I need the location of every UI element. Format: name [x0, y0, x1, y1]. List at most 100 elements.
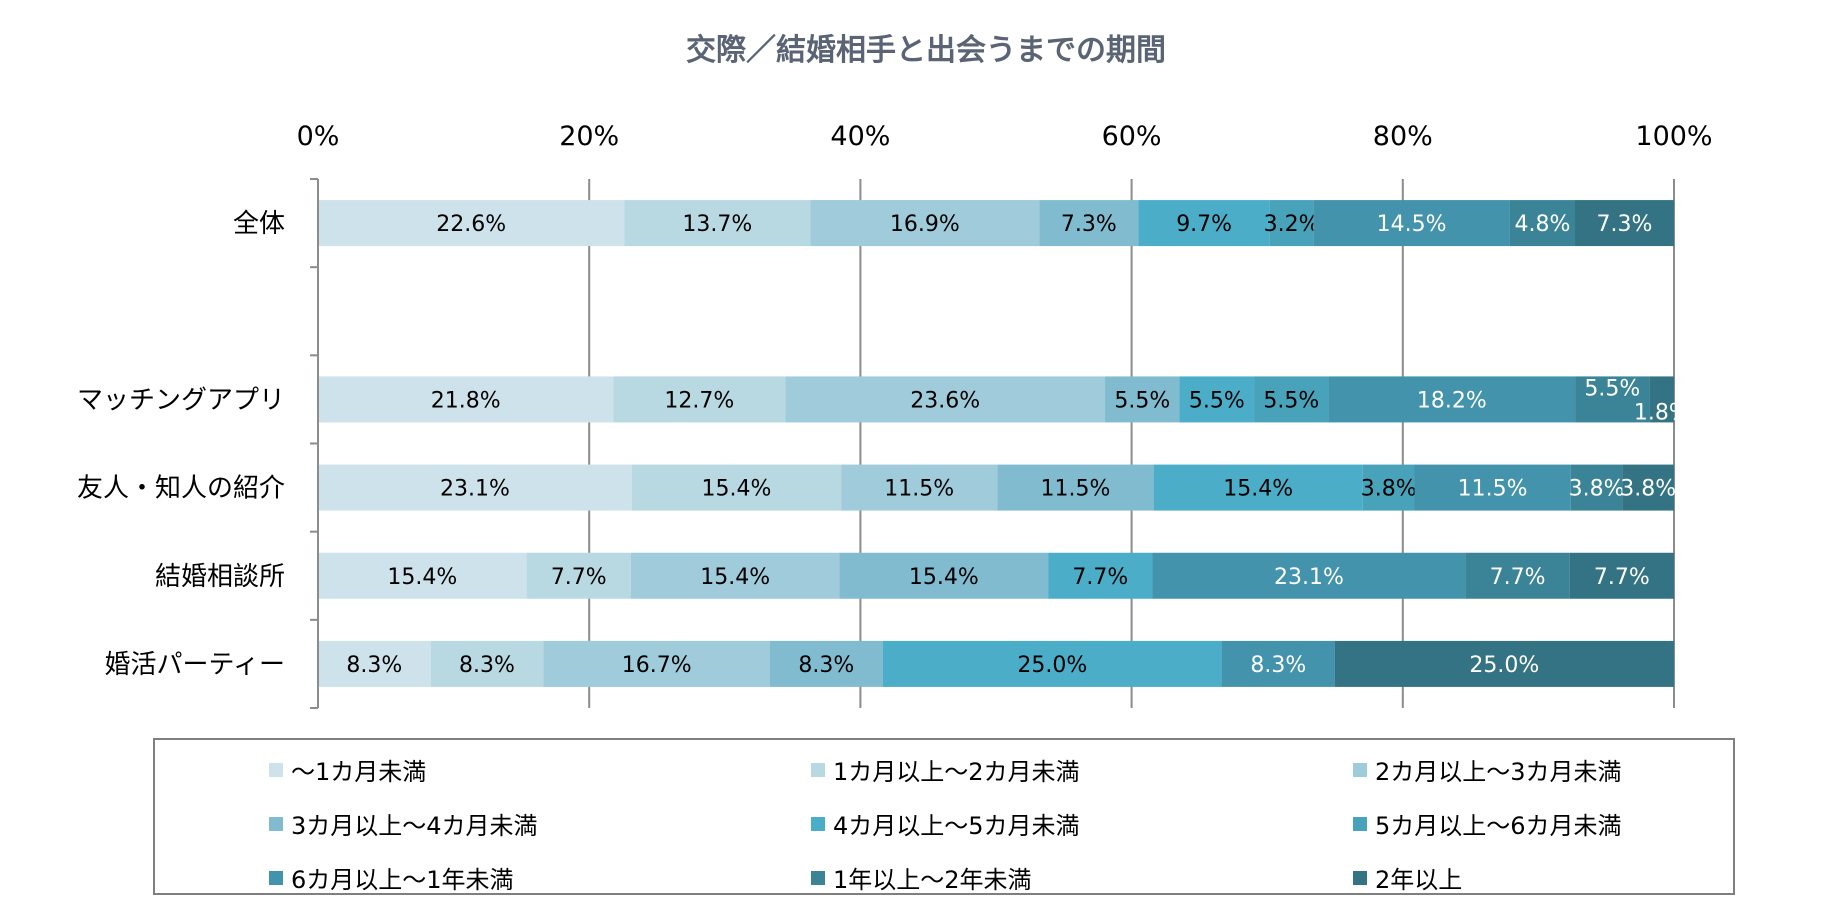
x-tick-label: 60% [1102, 121, 1162, 152]
legend: ～1カ月未満 1カ月以上～2カ月未満 2カ月以上～3カ月未満 3カ月以上～4カ月未満 4… [153, 738, 1735, 895]
data-label: 5.5% [1584, 376, 1640, 401]
data-label: 3.8% [1620, 477, 1676, 502]
data-label: 7.7% [1490, 565, 1546, 590]
bar-segment [841, 464, 998, 511]
bar-segment [839, 552, 1049, 599]
data-label: 21.8% [431, 388, 501, 413]
data-label: 15.4% [702, 477, 772, 502]
x-tick-label: 40% [830, 121, 890, 152]
legend-swatch [1353, 762, 1367, 777]
legend-swatch [1353, 816, 1367, 831]
data-label: 22.6% [436, 212, 506, 237]
data-label: 15.4% [387, 565, 457, 590]
data-label: 5.5% [1189, 388, 1245, 413]
x-tick-label: 20% [559, 121, 619, 152]
data-label: 8.3% [346, 653, 402, 678]
legend-label: 2カ月以上～3カ月未満 [1375, 758, 1622, 786]
bar-segment [1313, 200, 1510, 247]
bar-segment [770, 640, 883, 687]
legend-swatch [811, 816, 825, 831]
legend-swatch [1353, 870, 1367, 885]
legend-label: 4カ月以上～5カ月未満 [833, 812, 1080, 840]
data-label: 11.5% [884, 477, 954, 502]
data-label: 15.4% [909, 565, 979, 590]
bar-segment [785, 376, 1106, 423]
data-label: 4.8% [1515, 212, 1571, 237]
category-label: 婚活パーティー [105, 650, 285, 680]
bar-segment [613, 376, 786, 423]
legend-label: 2年以上 [1375, 866, 1463, 894]
bar-segment [1153, 464, 1363, 511]
bars: 22.6% 13.7% 16.9% 7.3% 9.7% 3.2% 14.5% 4.8% 7.3%… [318, 200, 1690, 687]
bar-segment [997, 464, 1154, 511]
data-label: 15.4% [700, 565, 770, 590]
legend-label: 1カ月以上～2カ月未満 [833, 758, 1080, 786]
data-label: 16.7% [622, 653, 692, 678]
x-tick-label: 80% [1373, 121, 1433, 152]
legend-label: 6カ月以上～1年未満 [291, 866, 514, 894]
legend-swatch [811, 870, 825, 885]
category-label: 結婚相談所 [155, 562, 285, 592]
bar-segment [1509, 200, 1576, 247]
bar-segment [1152, 552, 1466, 599]
bar-segment [1254, 376, 1329, 423]
data-label: 7.7% [1072, 565, 1128, 590]
data-label: 14.5% [1377, 212, 1447, 237]
bar-segment [1334, 640, 1674, 687]
data-label: 3.8% [1569, 477, 1625, 502]
category-label: 友人・知人の紹介 [77, 474, 285, 504]
legend-label: 1年以上～2年未満 [833, 866, 1032, 894]
data-label: 8.3% [1250, 653, 1306, 678]
bar-segment [543, 640, 770, 687]
bar-segment [1465, 552, 1570, 599]
bar-segment [1138, 200, 1270, 247]
data-label: 7.3% [1061, 212, 1117, 237]
data-label: 12.7% [664, 388, 734, 413]
data-label: 18.2% [1417, 388, 1487, 413]
bar-segment [1649, 376, 1674, 423]
data-label: 5.5% [1114, 388, 1170, 413]
bar-segment [624, 200, 811, 247]
bar-segment [1414, 464, 1571, 511]
data-label: 25.0% [1017, 653, 1087, 678]
data-label: 9.7% [1176, 212, 1232, 237]
bar-segment [631, 464, 842, 511]
bar-segment [318, 552, 527, 599]
bar-segment [1362, 464, 1415, 511]
x-tick-label: 100% [1635, 121, 1712, 152]
data-label: 13.7% [682, 212, 752, 237]
bar-segment [882, 640, 1222, 687]
legend-item: 6カ月以上～1年未満 [269, 860, 514, 895]
legend-item: 1カ月以上～2カ月未満 [811, 752, 1080, 787]
bar-segment [318, 200, 625, 247]
data-label: 7.7% [1594, 565, 1650, 590]
data-label: 7.7% [551, 565, 607, 590]
data-label: 11.5% [1041, 477, 1111, 502]
x-axis-ticks: 0% 20% 40% 60% 80% 100% [297, 121, 1713, 152]
data-label: 1.8% [1634, 400, 1690, 425]
data-label: 8.3% [459, 653, 515, 678]
data-label: 3.8% [1361, 477, 1417, 502]
bar-segment [1179, 376, 1255, 423]
chart-title: 交際／結婚相手と出会うまでの期間 [686, 33, 1166, 68]
legend-label: 3カ月以上～4カ月未満 [291, 812, 538, 840]
data-label: 23.6% [910, 388, 980, 413]
bar-segment [1048, 552, 1153, 599]
y-axis [310, 178, 319, 709]
data-label: 11.5% [1458, 477, 1528, 502]
bar-segment [1269, 200, 1314, 247]
bar-segment [430, 640, 544, 687]
data-label: 23.1% [440, 477, 510, 502]
data-label: 5.5% [1263, 388, 1319, 413]
bar-segment [1039, 200, 1139, 247]
data-label: 8.3% [798, 653, 854, 678]
data-label: 3.2% [1264, 212, 1320, 237]
bar-segment [1622, 464, 1674, 511]
data-label: 7.3% [1597, 212, 1653, 237]
bar-segment [1575, 200, 1674, 247]
legend-item: 1年以上～2年未満 [811, 860, 1032, 895]
bar-segment [1105, 376, 1180, 423]
legend-item: 2カ月以上～3カ月未満 [1353, 752, 1622, 787]
